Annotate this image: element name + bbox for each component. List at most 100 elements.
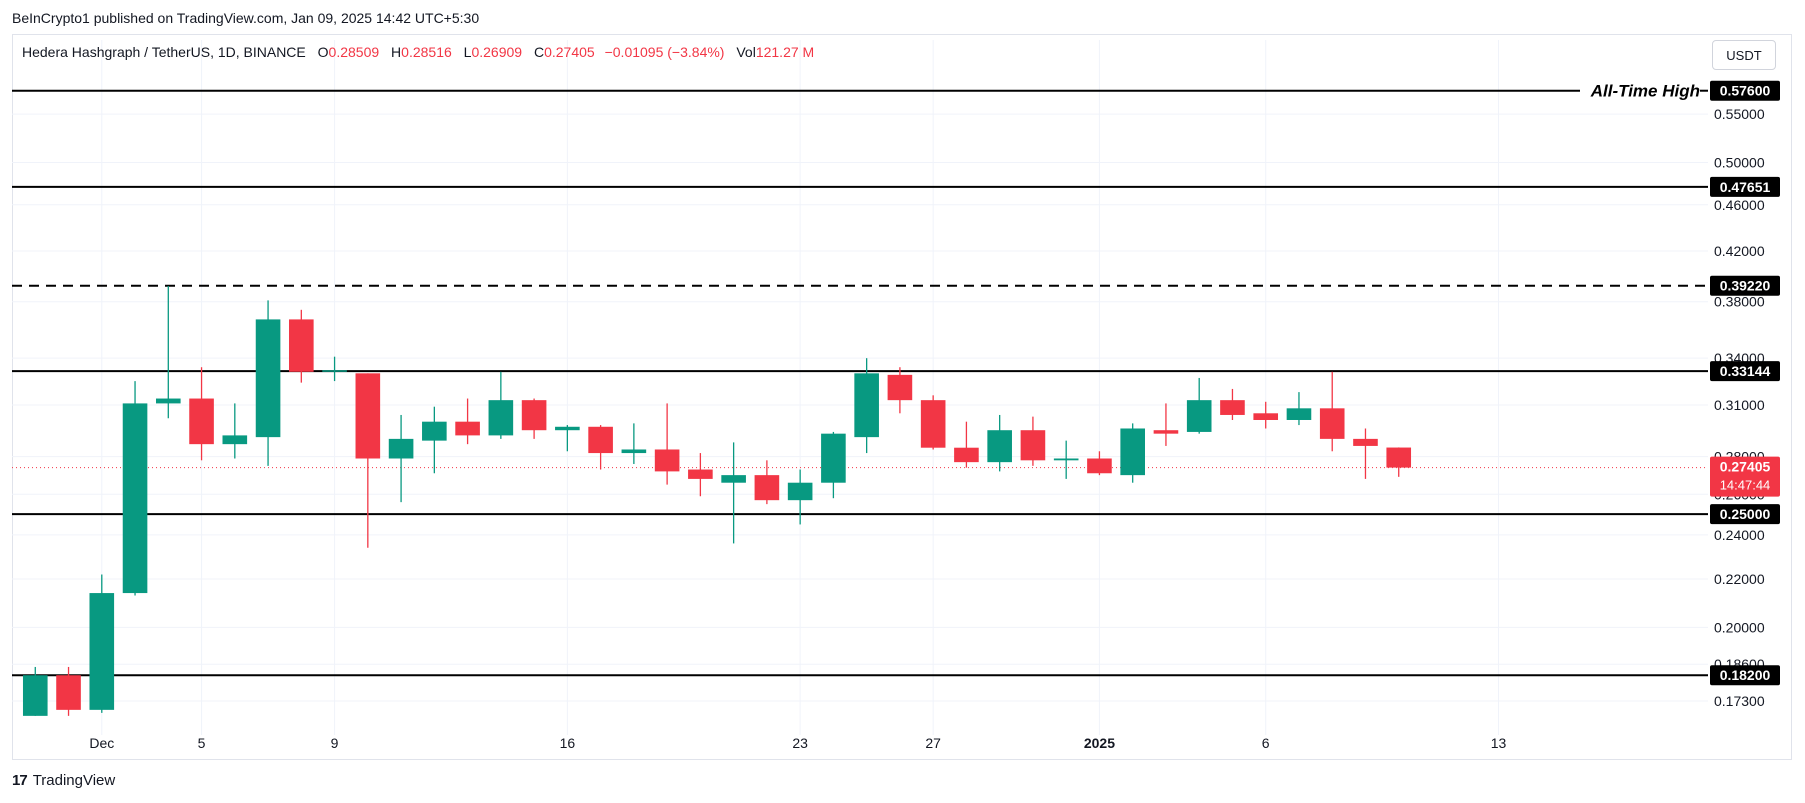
candle bbox=[1087, 451, 1112, 476]
candle-body bbox=[1087, 458, 1112, 474]
time-axis[interactable]: Dec 5 9 16 23 27 2025 6 13 bbox=[89, 735, 1506, 751]
level-price-label: 0.47651 bbox=[1720, 179, 1771, 195]
candle bbox=[1286, 392, 1312, 426]
candle-body bbox=[122, 403, 148, 594]
candle bbox=[821, 431, 846, 499]
candle bbox=[754, 460, 780, 505]
candle bbox=[56, 666, 81, 716]
candle bbox=[654, 403, 680, 485]
published-by-text: BeInCrypto1 published on TradingView.com… bbox=[12, 10, 480, 26]
candle-body bbox=[56, 675, 81, 710]
x-tick-label: 9 bbox=[331, 735, 339, 751]
level-price-label: 0.25000 bbox=[1720, 506, 1771, 522]
candle-body bbox=[289, 319, 314, 372]
volume-value: 121.27 M bbox=[755, 44, 815, 60]
candle bbox=[588, 425, 613, 470]
x-tick-label: 6 bbox=[1262, 735, 1270, 751]
level-price-tag bbox=[1710, 504, 1780, 525]
candle bbox=[787, 469, 813, 525]
candle-body bbox=[222, 435, 248, 445]
chart-frame bbox=[12, 34, 1792, 760]
level-price-tag bbox=[1710, 361, 1780, 382]
candle bbox=[455, 398, 480, 445]
candle bbox=[555, 425, 580, 452]
x-tick-label: 13 bbox=[1491, 735, 1507, 751]
candle-body bbox=[322, 370, 347, 372]
candle-body bbox=[621, 449, 647, 454]
candle-body bbox=[887, 374, 913, 401]
level-price-label: 0.39220 bbox=[1720, 278, 1771, 294]
x-tick-label: 2025 bbox=[1084, 735, 1115, 751]
high-label: H bbox=[391, 44, 402, 60]
y-tick-label: 0.55000 bbox=[1714, 106, 1765, 122]
y-tick-label: 0.46000 bbox=[1714, 197, 1765, 213]
candle-body bbox=[1053, 458, 1079, 461]
candle-body bbox=[754, 475, 780, 501]
current-price-tag bbox=[1710, 456, 1780, 497]
candle-body bbox=[455, 421, 480, 436]
candle-body bbox=[388, 438, 414, 459]
candle-body bbox=[1319, 408, 1345, 439]
y-tick-label: 0.42000 bbox=[1714, 243, 1765, 259]
candle-body bbox=[355, 373, 381, 459]
candle bbox=[521, 398, 547, 439]
candle bbox=[22, 666, 48, 716]
y-tick-label: 0.38000 bbox=[1714, 294, 1765, 310]
candle bbox=[1020, 416, 1046, 466]
level-price-tag bbox=[1710, 176, 1780, 197]
candle-body bbox=[1186, 400, 1212, 432]
candle-body bbox=[688, 469, 713, 479]
candle-body bbox=[89, 593, 115, 710]
y-tick-label: 0.24000 bbox=[1714, 527, 1765, 543]
x-tick-label: 5 bbox=[198, 735, 206, 751]
candle bbox=[854, 358, 879, 454]
symbol-title[interactable]: Hedera Hashgraph / TetherUS, 1D, BINANCE bbox=[22, 44, 306, 60]
level-price-label: 0.33144 bbox=[1720, 363, 1771, 379]
candle-body bbox=[22, 675, 48, 716]
x-tick-label: 16 bbox=[560, 735, 576, 751]
y-tick-label: 0.50000 bbox=[1714, 155, 1765, 171]
candle bbox=[1386, 447, 1412, 477]
candle-body bbox=[1020, 430, 1046, 461]
y-tick-label: 0.17300 bbox=[1714, 693, 1765, 709]
candle-body bbox=[1253, 413, 1279, 420]
change-value: −0.01095 (−3.84%) bbox=[604, 44, 725, 60]
candle-body bbox=[155, 398, 181, 404]
ohlc-legend: Hedera Hashgraph / TetherUS, 1D, BINANCE… bbox=[22, 44, 814, 60]
level-price-label: 0.57600 bbox=[1720, 83, 1771, 99]
price-labels: 0.57600 0.47651 0.39220 0.33144 0.25000 0.182… bbox=[1710, 80, 1780, 686]
candle-body bbox=[987, 430, 1012, 463]
open-label: O bbox=[317, 44, 329, 60]
candle bbox=[322, 356, 347, 382]
high-value: 0.28516 bbox=[401, 44, 452, 60]
candle-body bbox=[821, 433, 846, 483]
candle bbox=[122, 381, 148, 596]
candle-body bbox=[1220, 400, 1245, 415]
candle-body bbox=[488, 400, 514, 436]
candle bbox=[289, 309, 314, 383]
level-price-tag bbox=[1710, 80, 1780, 101]
candle-body bbox=[521, 400, 547, 431]
candle bbox=[1053, 440, 1079, 479]
candle-body bbox=[854, 373, 879, 438]
candle bbox=[388, 414, 414, 503]
candle bbox=[887, 367, 913, 414]
level-price-tag bbox=[1710, 275, 1780, 296]
y-tick-label: 0.31000 bbox=[1714, 397, 1765, 413]
low-value: 0.26909 bbox=[471, 44, 523, 60]
candle bbox=[1253, 401, 1279, 429]
x-tick-label: 23 bbox=[792, 735, 808, 751]
candle-body bbox=[422, 421, 447, 441]
candle-body bbox=[255, 319, 281, 438]
tradingview-logo-icon: 17 bbox=[12, 772, 28, 789]
low-label: L bbox=[463, 44, 472, 60]
level-price-tag bbox=[1710, 665, 1780, 686]
candle-body bbox=[1386, 447, 1412, 468]
y-tick-label: 0.22000 bbox=[1714, 571, 1765, 587]
close-label: C bbox=[533, 44, 545, 60]
candle-body bbox=[1286, 408, 1312, 420]
currency-button[interactable]: USDT bbox=[1712, 40, 1776, 70]
tradingview-footer[interactable]: 17 TradingView bbox=[12, 772, 115, 789]
candle-body bbox=[787, 482, 813, 501]
